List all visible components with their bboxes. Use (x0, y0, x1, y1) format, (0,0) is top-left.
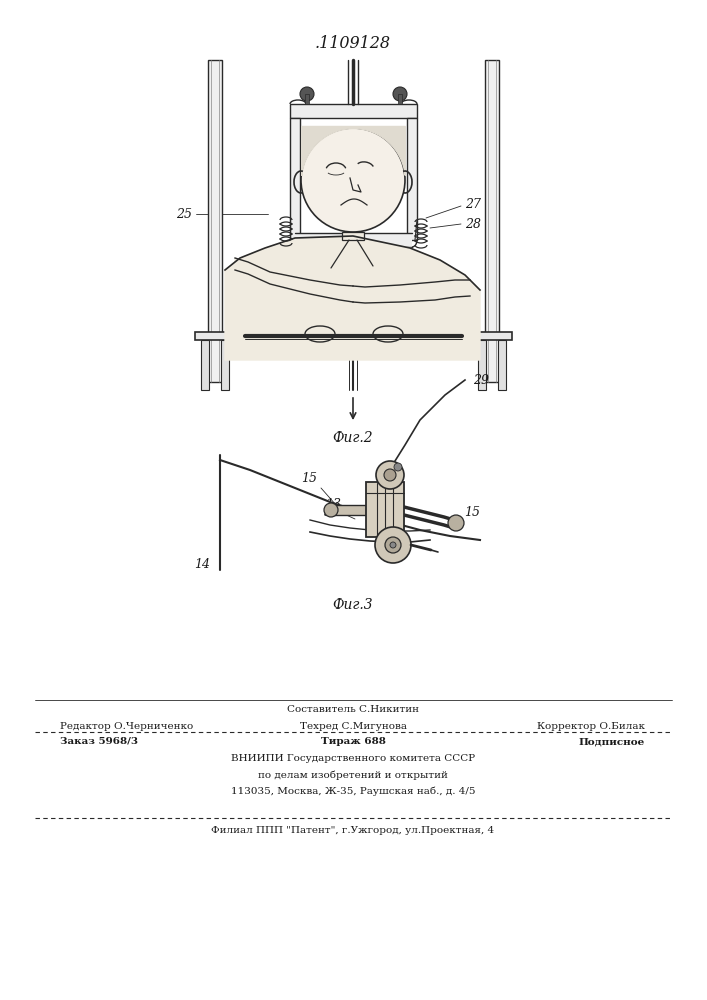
Bar (195, 332, 512, 340)
Text: 15: 15 (464, 506, 480, 518)
Text: Фиг.3: Фиг.3 (333, 598, 373, 612)
Text: 14: 14 (194, 558, 210, 572)
Circle shape (301, 128, 405, 232)
Circle shape (376, 461, 404, 489)
Bar (485, 60, 499, 382)
Text: ВНИИПИ Государственного комитета СССР: ВНИИПИ Государственного комитета СССР (231, 754, 475, 763)
Text: 15: 15 (301, 472, 317, 485)
Text: Составитель С.Никитин: Составитель С.Никитин (287, 705, 419, 714)
Bar (305, 94, 309, 104)
Text: Редактор О.Черниченко: Редактор О.Черниченко (60, 722, 193, 731)
Bar (407, 118, 417, 240)
Bar (478, 340, 486, 390)
Text: Филиал ППП "Патент", г.Ужгород, ул.Проектная, 4: Филиал ППП "Патент", г.Ужгород, ул.Проек… (211, 826, 495, 835)
Text: Тираж 688: Тираж 688 (320, 737, 385, 746)
Bar (331, 505, 366, 515)
Bar (366, 482, 404, 537)
Bar (290, 104, 417, 118)
Text: 29: 29 (473, 373, 489, 386)
Circle shape (390, 542, 396, 548)
Circle shape (385, 537, 401, 553)
Circle shape (394, 463, 402, 471)
Bar (295, 233, 412, 247)
Polygon shape (225, 236, 480, 360)
Circle shape (375, 527, 411, 563)
Polygon shape (353, 280, 470, 303)
Text: Корректор О.Билак: Корректор О.Билак (537, 722, 645, 731)
Text: 25: 25 (176, 208, 192, 221)
Circle shape (448, 515, 464, 531)
Circle shape (384, 469, 396, 481)
Bar (221, 340, 229, 390)
Text: Фиг.2: Фиг.2 (333, 431, 373, 445)
Bar (498, 340, 506, 390)
Text: .1109128: .1109128 (315, 35, 391, 52)
Polygon shape (235, 258, 353, 302)
Text: по делам изобретений и открытий: по делам изобретений и открытий (258, 770, 448, 780)
Circle shape (324, 503, 338, 517)
Bar (201, 340, 209, 390)
Bar (342, 232, 364, 240)
Text: 28: 28 (465, 218, 481, 231)
Circle shape (393, 87, 407, 101)
Bar (398, 94, 402, 104)
Text: 32: 32 (324, 506, 340, 518)
Text: Заказ 5968/3: Заказ 5968/3 (60, 737, 138, 746)
Text: 113035, Москва, Ж-35, Раушская наб., д. 4/5: 113035, Москва, Ж-35, Раушская наб., д. … (230, 786, 475, 796)
Bar (208, 60, 222, 382)
Text: 13: 13 (325, 498, 341, 512)
Bar (290, 118, 300, 240)
Text: 27: 27 (465, 198, 481, 211)
Text: Подписное: Подписное (579, 737, 645, 746)
Text: Техред С.Мигунова: Техред С.Мигунова (300, 722, 407, 731)
Circle shape (300, 87, 314, 101)
